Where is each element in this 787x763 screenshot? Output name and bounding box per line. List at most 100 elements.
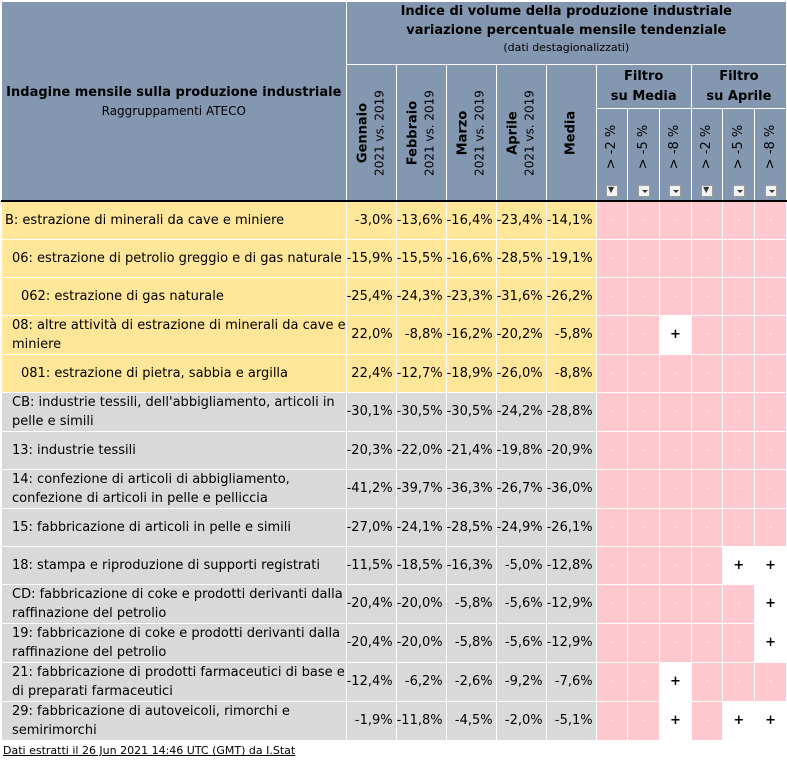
value-cell: -16,4% <box>445 200 497 240</box>
value-cell: -12,7% <box>395 353 447 393</box>
filter-fail-cell: - <box>690 200 724 240</box>
row-label: 14: confezione di articoli di abbigliame… <box>1 468 347 509</box>
filter-fail-cell: - <box>722 353 756 393</box>
filter-aprile-header: Filtro su Aprile <box>690 64 787 109</box>
value-cell: -1,9% <box>345 700 397 741</box>
filter-fail-cell: - <box>595 622 629 663</box>
filter-dropdown-button[interactable] <box>764 185 777 197</box>
data-table: Indagine mensile sulla produzione indust… <box>1 1 787 741</box>
filter-fail-cell: - <box>627 200 661 240</box>
filter-fail-cell: - <box>595 545 629 585</box>
media-value-cell: -14,1% <box>545 200 597 240</box>
filter-fail-cell: - <box>722 276 756 316</box>
filter-fail-cell: - <box>659 583 692 624</box>
filter-fail-cell: - <box>690 545 724 585</box>
month-period: 2021 vs. 2019 <box>422 89 437 176</box>
filter-fail-cell: - <box>627 507 661 547</box>
row-label: CB: industrie tessili, dell'abbigliament… <box>1 391 347 432</box>
filter-fail-cell: - <box>690 238 724 278</box>
filter-fail-cell: - <box>595 314 629 355</box>
filter-fail-cell: - <box>595 200 629 240</box>
table-row: 29: fabbricazione di autoveicoli, rimorc… <box>1 700 787 741</box>
value-cell: -5,6% <box>495 622 547 663</box>
filter-fail-cell: - <box>595 468 629 509</box>
filter-fail-cell: - <box>595 391 629 432</box>
threshold-label: > -2 % <box>603 124 619 170</box>
value-cell: -19,8% <box>495 430 547 470</box>
header-left-cell: Indagine mensile sulla produzione indust… <box>1 1 347 202</box>
filter-fail-cell: - <box>659 353 692 393</box>
value-cell: -30,5% <box>395 391 447 432</box>
filter-fail-cell: - <box>595 661 629 702</box>
value-cell: -30,1% <box>345 391 397 432</box>
filter-fail-cell: - <box>595 583 629 624</box>
media-value-cell: -12,9% <box>545 622 597 663</box>
table-row: CB: industrie tessili, dell'abbigliament… <box>1 391 787 432</box>
threshold-label: > -5 % <box>730 124 746 170</box>
value-cell: -5,6% <box>495 583 547 624</box>
media-value-cell: -26,1% <box>545 507 597 547</box>
filter-fail-cell: - <box>595 276 629 316</box>
value-cell: -8,8% <box>395 314 447 355</box>
index-title-cell: Indice di volume della produzione indust… <box>345 1 787 65</box>
value-cell: -41,2% <box>345 468 397 509</box>
index-title-line1: Indice di volume della produzione indust… <box>400 4 733 19</box>
filter-fail-cell: - <box>690 353 724 393</box>
filter-dropdown-button[interactable] <box>605 185 618 197</box>
value-cell: -6,2% <box>395 661 447 702</box>
filter-fail-cell: - <box>690 314 724 355</box>
filter-fail-cell: - <box>754 238 787 278</box>
threshold-header: > -2 % <box>690 108 724 202</box>
value-cell: 22,0% <box>345 314 397 355</box>
filter-fail-cell: - <box>659 507 692 547</box>
filter-media-line2: su Media <box>610 88 677 104</box>
filter-aprile-line1: Filtro <box>719 68 759 84</box>
filter-dropdown-button[interactable] <box>669 185 682 197</box>
filter-fail-cell: - <box>690 661 724 702</box>
row-label: 062: estrazione di gas naturale <box>1 276 347 316</box>
filter-fail-cell: - <box>690 583 724 624</box>
index-title-line3: (dati destagionalizzati) <box>503 41 630 54</box>
row-label: 13: industrie tessili <box>1 430 347 470</box>
filter-fail-cell: - <box>722 622 756 663</box>
value-cell: -5,0% <box>495 545 547 585</box>
table-row: 18: stampa e riproduzione di supporti re… <box>1 545 787 585</box>
month-name: Aprile <box>505 110 521 155</box>
filter-fail-cell: - <box>754 391 787 432</box>
media-value-cell: -19,1% <box>545 238 597 278</box>
filter-dropdown-button[interactable] <box>701 185 714 197</box>
value-cell: -15,5% <box>395 238 447 278</box>
table-row: 14: confezione di articoli di abbigliame… <box>1 468 787 509</box>
filter-fail-cell: - <box>722 468 756 509</box>
filter-fail-cell: - <box>627 353 661 393</box>
month-header-marzo: Marzo 2021 vs. 2019 <box>445 64 497 202</box>
value-cell: -25,4% <box>345 276 397 316</box>
filter-fail-cell: - <box>754 661 787 702</box>
table-row: 081: estrazione di pietra, sabbia e argi… <box>1 353 787 393</box>
filter-fail-cell: - <box>627 700 661 741</box>
media-value-cell: -20,9% <box>545 430 597 470</box>
filter-fail-cell: - <box>690 391 724 432</box>
value-cell: -11,8% <box>395 700 447 741</box>
row-label: 29: fabbricazione di autoveicoli, rimorc… <box>1 700 347 741</box>
month-header-febbraio: Febbraio 2021 vs. 2019 <box>395 64 447 202</box>
table-row: 062: estrazione di gas naturale -25,4% -24… <box>1 276 787 316</box>
media-value-cell: -5,8% <box>545 314 597 355</box>
media-header: Media <box>545 64 597 202</box>
filter-pass-cell: + <box>722 700 756 741</box>
table-row: 08: altre attività di estrazione di mine… <box>1 314 787 355</box>
filter-fail-cell: - <box>754 276 787 316</box>
filter-fail-cell: - <box>722 430 756 470</box>
value-cell: -3,0% <box>345 200 397 240</box>
media-value-cell: -12,9% <box>545 583 597 624</box>
row-label: CD: fabbricazione di coke e prodotti der… <box>1 583 347 624</box>
row-label: 21: fabbricazione di prodotti farmaceuti… <box>1 661 347 702</box>
filter-dropdown-button[interactable] <box>732 185 745 197</box>
filter-pass-cell: + <box>659 700 692 741</box>
filter-dropdown-button[interactable] <box>637 185 650 197</box>
month-name: Febbraio <box>405 100 421 165</box>
filter-fail-cell: - <box>659 238 692 278</box>
row-label: 06: estrazione di petrolio greggio e di … <box>1 238 347 278</box>
data-source-link[interactable]: Dati estratti il 26 Jun 2021 14:46 UTC (… <box>3 744 296 757</box>
table-row: CD: fabbricazione di coke e prodotti der… <box>1 583 787 624</box>
